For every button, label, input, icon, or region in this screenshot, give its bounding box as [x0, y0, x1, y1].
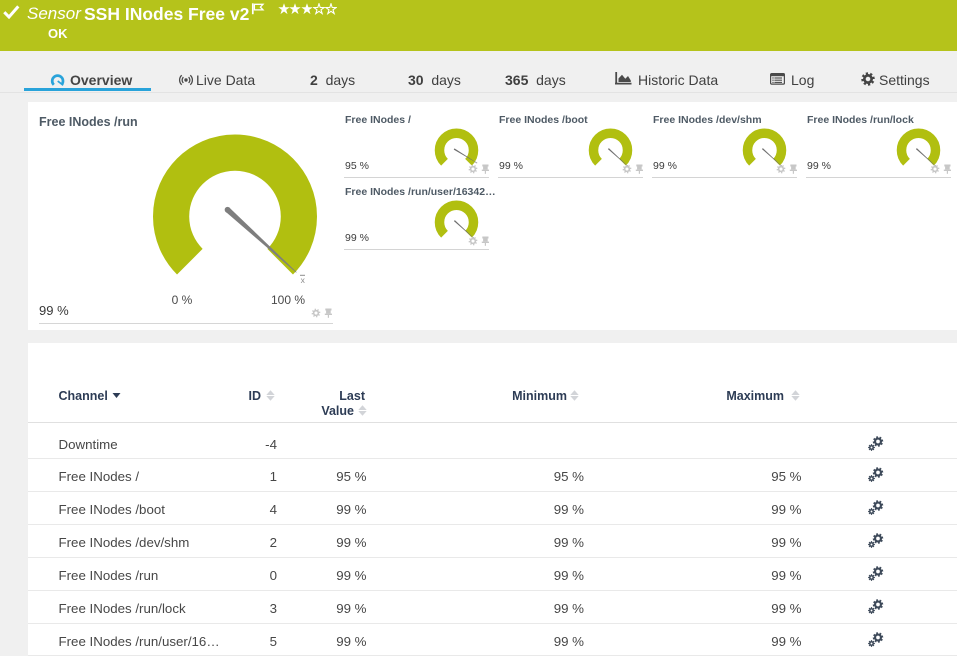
svg-text:x: x: [301, 275, 306, 285]
